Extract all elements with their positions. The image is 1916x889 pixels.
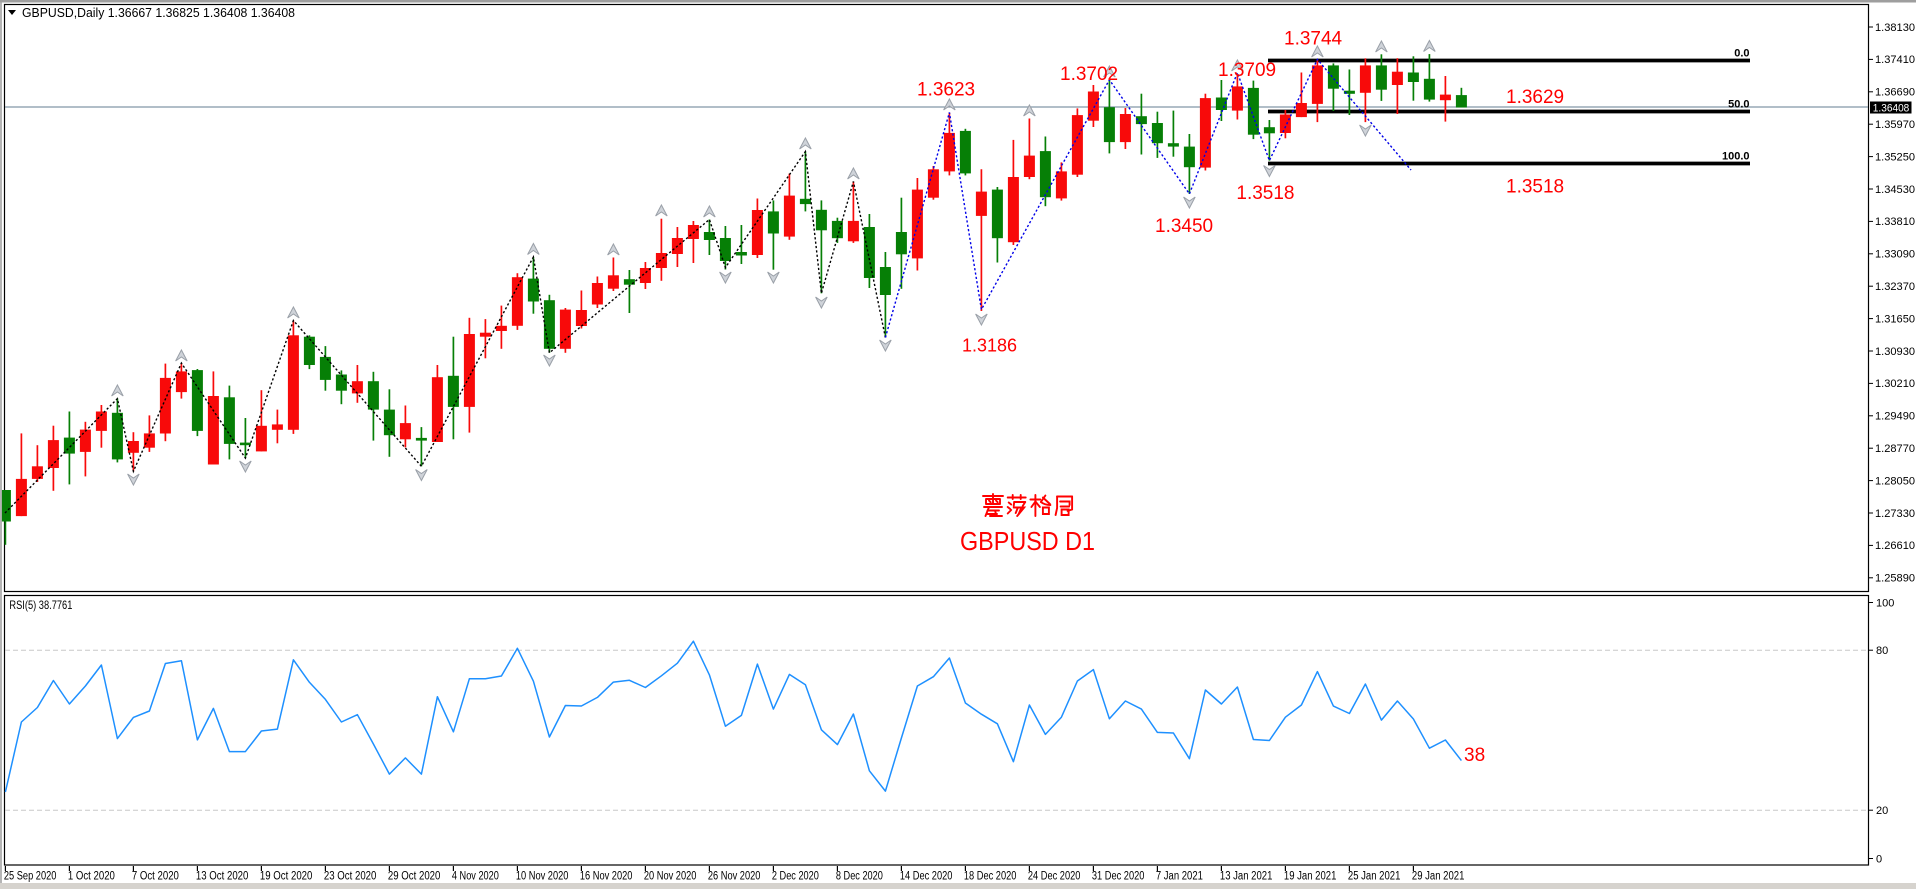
svg-text:1.36408: 1.36408 [1873, 102, 1910, 114]
svg-text:26 Nov 2020: 26 Nov 2020 [708, 871, 761, 883]
svg-text:100: 100 [1876, 598, 1894, 610]
svg-text:29 Jan 2021: 29 Jan 2021 [1412, 871, 1465, 883]
svg-text:0: 0 [1876, 854, 1882, 866]
svg-text:19 Oct 2020: 19 Oct 2020 [260, 871, 313, 883]
svg-text:8 Dec 2020: 8 Dec 2020 [836, 871, 883, 883]
svg-text:25 Sep 2020: 25 Sep 2020 [4, 871, 57, 883]
svg-text:7 Oct 2020: 7 Oct 2020 [132, 871, 179, 883]
svg-text:1.3709: 1.3709 [1218, 60, 1276, 81]
svg-text:1.3518: 1.3518 [1236, 183, 1294, 204]
svg-text:1.32370: 1.32370 [1875, 281, 1915, 293]
svg-text:1.3702: 1.3702 [1060, 64, 1118, 85]
svg-text:16 Nov 2020: 16 Nov 2020 [580, 871, 633, 883]
svg-text:20: 20 [1876, 805, 1888, 817]
svg-text:1.28050: 1.28050 [1875, 475, 1915, 487]
svg-text:18 Dec 2020: 18 Dec 2020 [964, 871, 1017, 883]
svg-text:1.30210: 1.30210 [1875, 378, 1915, 390]
svg-text:1.35970: 1.35970 [1875, 119, 1915, 131]
svg-text:1.34530: 1.34530 [1875, 184, 1915, 196]
svg-text:38: 38 [1464, 745, 1485, 766]
svg-text:1.30930: 1.30930 [1875, 346, 1915, 358]
svg-text:1.27330: 1.27330 [1875, 508, 1915, 520]
svg-text:1.35250: 1.35250 [1875, 151, 1915, 163]
svg-text:7 Jan 2021: 7 Jan 2021 [1156, 871, 1203, 883]
svg-text:13 Oct 2020: 13 Oct 2020 [196, 871, 249, 883]
svg-text:10 Nov 2020: 10 Nov 2020 [516, 871, 569, 883]
svg-text:1.33810: 1.33810 [1875, 216, 1915, 228]
svg-text:RSI(5) 38.7761: RSI(5) 38.7761 [9, 598, 72, 612]
svg-text:14 Dec 2020: 14 Dec 2020 [900, 871, 953, 883]
svg-text:1.28770: 1.28770 [1875, 443, 1915, 455]
svg-text:1 Oct 2020: 1 Oct 2020 [68, 871, 115, 883]
svg-text:1.3450: 1.3450 [1155, 216, 1213, 237]
svg-text:1.31650: 1.31650 [1875, 313, 1915, 325]
svg-text:1.38130: 1.38130 [1875, 22, 1915, 34]
svg-text:13 Jan 2021: 13 Jan 2021 [1220, 871, 1273, 883]
svg-text:20 Nov 2020: 20 Nov 2020 [644, 871, 697, 883]
svg-text:1.36690: 1.36690 [1875, 87, 1915, 99]
svg-text:1.29490: 1.29490 [1875, 411, 1915, 423]
svg-text:4 Nov 2020: 4 Nov 2020 [452, 871, 499, 883]
svg-text:1.33090: 1.33090 [1875, 249, 1915, 261]
svg-text:80: 80 [1876, 645, 1888, 657]
svg-text:23 Oct 2020: 23 Oct 2020 [324, 871, 377, 883]
svg-text:1.3629: 1.3629 [1506, 87, 1564, 108]
svg-text:0.0: 0.0 [1734, 48, 1749, 60]
svg-text:19 Jan 2021: 19 Jan 2021 [1284, 871, 1337, 883]
svg-text:GBPUSD D1: GBPUSD D1 [960, 526, 1095, 556]
svg-text:29 Oct 2020: 29 Oct 2020 [388, 871, 441, 883]
svg-text:1.26610: 1.26610 [1875, 540, 1915, 552]
svg-text:1.37410: 1.37410 [1875, 54, 1915, 66]
svg-text:1.3744: 1.3744 [1284, 29, 1343, 50]
svg-text:50.0: 50.0 [1728, 99, 1749, 111]
svg-text:31 Dec 2020: 31 Dec 2020 [1092, 871, 1145, 883]
svg-text:1.3623: 1.3623 [917, 80, 975, 101]
svg-text:1.3518: 1.3518 [1506, 177, 1564, 198]
svg-text:1.3186: 1.3186 [962, 336, 1017, 356]
svg-text:2 Dec 2020: 2 Dec 2020 [772, 871, 819, 883]
svg-text:25 Jan 2021: 25 Jan 2021 [1348, 871, 1401, 883]
svg-text:1.25890: 1.25890 [1875, 573, 1915, 585]
svg-text:24 Dec 2020: 24 Dec 2020 [1028, 871, 1081, 883]
svg-text:100.0: 100.0 [1722, 151, 1750, 163]
svg-text:GBPUSD,Daily 1.36667 1.36825: GBPUSD,Daily 1.36667 1.36825 1.36408 1.3… [22, 6, 295, 20]
